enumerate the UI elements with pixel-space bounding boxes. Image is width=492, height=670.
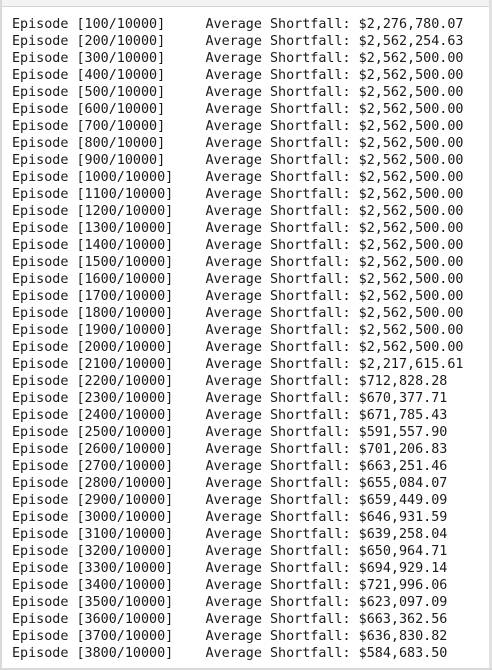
log-line: Episode [300/10000] Average Shortfall: $…	[12, 51, 464, 66]
log-line: Episode [800/10000] Average Shortfall: $…	[12, 136, 464, 151]
log-line: Episode [3400/10000] Average Shortfall: …	[12, 578, 448, 593]
log-line: Episode [2500/10000] Average Shortfall: …	[12, 425, 448, 440]
log-line: Episode [1700/10000] Average Shortfall: …	[12, 289, 464, 304]
log-line: Episode [900/10000] Average Shortfall: $…	[12, 153, 464, 168]
log-line: Episode [1900/10000] Average Shortfall: …	[12, 323, 464, 338]
log-line: Episode [200/10000] Average Shortfall: $…	[12, 34, 464, 49]
log-line: Episode [2400/10000] Average Shortfall: …	[12, 408, 448, 423]
log-line: Episode [3800/10000] Average Shortfall: …	[12, 646, 448, 661]
log-line: Episode [2200/10000] Average Shortfall: …	[12, 374, 448, 389]
bottom-border	[0, 668, 492, 670]
log-line: Episode [1200/10000] Average Shortfall: …	[12, 204, 464, 219]
log-line: Episode [2900/10000] Average Shortfall: …	[12, 493, 448, 508]
log-line: Episode [3100/10000] Average Shortfall: …	[12, 527, 448, 542]
log-line: Episode [100/10000] Average Shortfall: $…	[12, 17, 464, 32]
left-border	[0, 0, 2, 670]
log-line: Episode [1500/10000] Average Shortfall: …	[12, 255, 464, 270]
log-line: Episode [3700/10000] Average Shortfall: …	[12, 629, 448, 644]
log-line: Episode [3300/10000] Average Shortfall: …	[12, 561, 448, 576]
right-border	[489, 0, 492, 670]
log-line: Episode [2700/10000] Average Shortfall: …	[12, 459, 448, 474]
log-line: Episode [1400/10000] Average Shortfall: …	[12, 238, 464, 253]
log-line: Episode [2800/10000] Average Shortfall: …	[12, 476, 448, 491]
log-line: Episode [3500/10000] Average Shortfall: …	[12, 595, 448, 610]
log-line: Episode [600/10000] Average Shortfall: $…	[12, 102, 464, 117]
log-line: Episode [2100/10000] Average Shortfall: …	[12, 357, 464, 372]
log-line: Episode [3200/10000] Average Shortfall: …	[12, 544, 448, 559]
log-line: Episode [1300/10000] Average Shortfall: …	[12, 221, 464, 236]
log-line: Episode [1600/10000] Average Shortfall: …	[12, 272, 464, 287]
log-line: Episode [1800/10000] Average Shortfall: …	[12, 306, 464, 321]
training-log-output: Episode [100/10000] Average Shortfall: $…	[12, 16, 463, 662]
log-line: Episode [2300/10000] Average Shortfall: …	[12, 391, 448, 406]
log-line: Episode [3600/10000] Average Shortfall: …	[12, 612, 448, 627]
log-line: Episode [400/10000] Average Shortfall: $…	[12, 68, 464, 83]
log-line: Episode [700/10000] Average Shortfall: $…	[12, 119, 464, 134]
log-line: Episode [2000/10000] Average Shortfall: …	[12, 340, 464, 355]
log-line: Episode [2600/10000] Average Shortfall: …	[12, 442, 448, 457]
log-line: Episode [500/10000] Average Shortfall: $…	[12, 85, 464, 100]
log-line: Episode [1000/10000] Average Shortfall: …	[12, 170, 464, 185]
log-line: Episode [3000/10000] Average Shortfall: …	[12, 510, 448, 525]
top-scroll-strip	[0, 0, 492, 7]
log-line: Episode [1100/10000] Average Shortfall: …	[12, 187, 464, 202]
